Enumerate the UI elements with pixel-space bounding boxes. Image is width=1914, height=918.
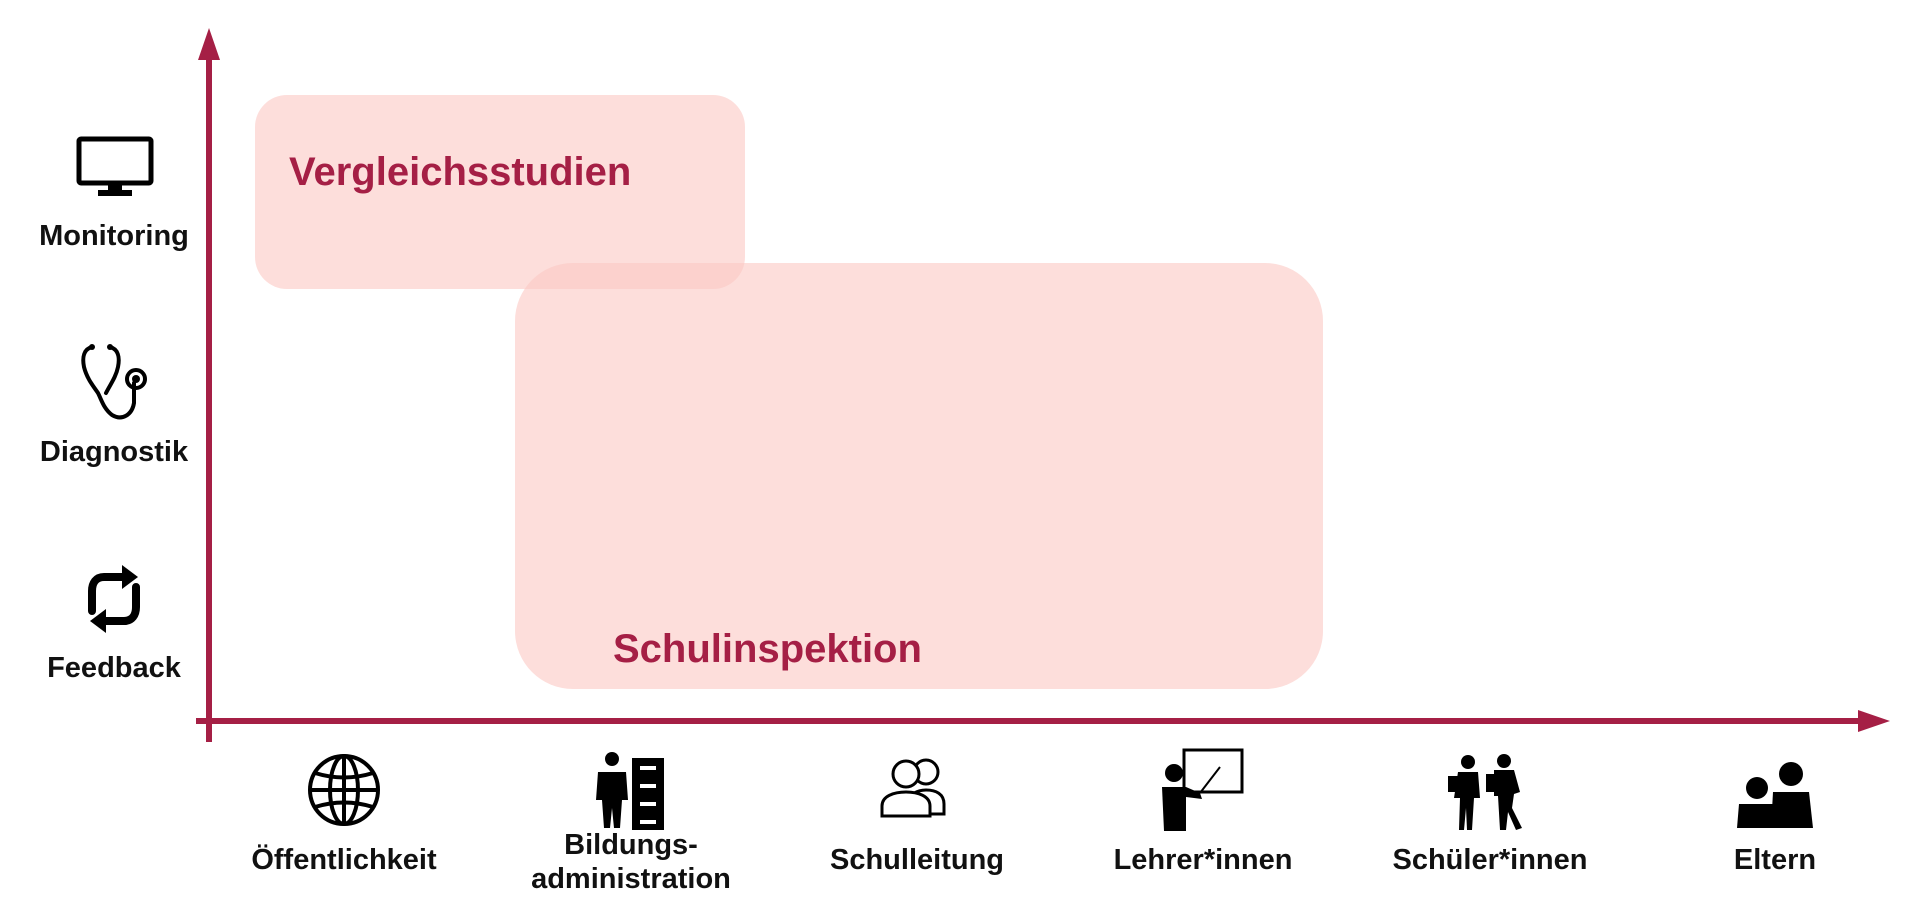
teacher-board-icon xyxy=(1162,748,1244,831)
pupils-icon xyxy=(1448,754,1522,830)
globe-icon xyxy=(308,754,380,826)
region-title-schulinspektion: Schulinspektion xyxy=(613,627,922,671)
y-label-monitoring: Monitoring xyxy=(39,220,189,252)
x-label-bildungsadministration: Bildungs- administration xyxy=(520,828,742,896)
administration-files-icon xyxy=(596,752,664,830)
x-label-bildungsadministration-line2: administration xyxy=(531,863,731,895)
x-label-lehrerinnen: Lehrer*innen xyxy=(1113,844,1293,876)
region-title-vergleichsstudien: Vergleichsstudien xyxy=(289,150,632,194)
parents-icon xyxy=(1737,762,1813,828)
x-label-eltern: Eltern xyxy=(1733,844,1817,876)
y-axis-arrowhead xyxy=(198,28,220,60)
y-label-diagnostik: Diagnostik xyxy=(39,436,189,468)
x-label-schulleitung: Schulleitung xyxy=(830,844,1004,876)
region-schulinspektion xyxy=(515,263,1323,689)
x-label-bildungsadministration-line1: Bildungs- xyxy=(564,829,698,861)
people-outline-icon xyxy=(880,758,946,818)
region-vergleichsstudien xyxy=(255,95,745,289)
x-label-oeffentlichkeit: Öffentlichkeit xyxy=(251,844,437,876)
x-label-schuelerinnen: Schüler*innen xyxy=(1392,844,1588,876)
y-label-feedback: Feedback xyxy=(47,652,181,684)
x-axis-arrowhead xyxy=(1858,710,1890,732)
stethoscope-icon xyxy=(81,344,147,420)
monitor-icon xyxy=(76,136,154,196)
refresh-cycle-icon xyxy=(88,565,140,633)
